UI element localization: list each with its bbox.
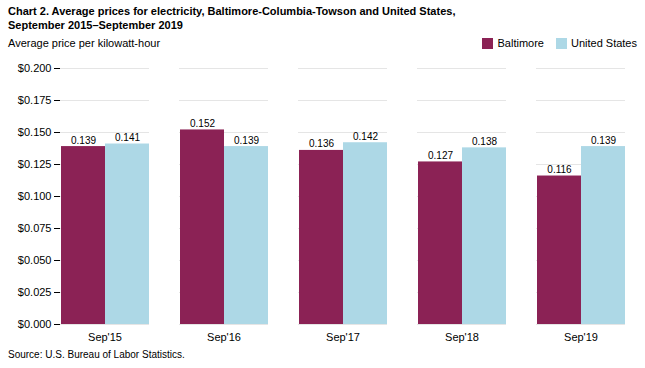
html-text:Source: U.S. Bureau of Labor S: Source: U.S. Bureau of Labor Statistics.: [8, 349, 185, 360]
svg-text:0.116: 0.116: [547, 164, 572, 175]
svg-text:0.139: 0.139: [591, 135, 616, 146]
html-text:Chart 2. Average prices for el: Chart 2. Average prices for electricity,…: [8, 5, 456, 17]
svg-text:$0.075: $0.075: [18, 222, 52, 234]
svg-text:$0.050: $0.050: [18, 254, 52, 266]
svg-text:Sep'17: Sep'17: [326, 331, 360, 343]
html-text:Baltimore: Baltimore: [497, 37, 544, 49]
svg-text:Sep'15: Sep'15: [88, 331, 122, 343]
html-text:United States: United States: [571, 37, 637, 49]
html-text:Average price per kilowatt-hou: Average price per kilowatt-hour: [8, 37, 160, 49]
svg-text:0.152: 0.152: [190, 118, 215, 129]
svg-text:$0.200: $0.200: [18, 62, 52, 74]
svg-text:Sep'16: Sep'16: [207, 331, 241, 343]
svg-text:0.138: 0.138: [472, 136, 497, 147]
svg-text:0.136: 0.136: [309, 138, 334, 149]
svg-text:0.139: 0.139: [234, 135, 259, 146]
svg-text:0.141: 0.141: [115, 132, 140, 143]
svg-text:$0.175: $0.175: [18, 94, 52, 106]
svg-text:$0.150: $0.150: [18, 126, 52, 138]
svg-text:$0.025: $0.025: [18, 286, 52, 298]
html-text:September 2015–September 2019: September 2015–September 2019: [8, 19, 183, 31]
svg-text:Sep'18: Sep'18: [445, 331, 479, 343]
svg-text:$0.125: $0.125: [18, 158, 52, 170]
svg-text:$0.100: $0.100: [18, 190, 52, 202]
svg-text:Sep'19: Sep'19: [564, 331, 598, 343]
svg-text:$0.000: $0.000: [18, 318, 52, 330]
svg-text:0.142: 0.142: [353, 131, 378, 142]
svg-text:0.127: 0.127: [428, 150, 453, 161]
svg-text:0.139: 0.139: [71, 135, 96, 146]
